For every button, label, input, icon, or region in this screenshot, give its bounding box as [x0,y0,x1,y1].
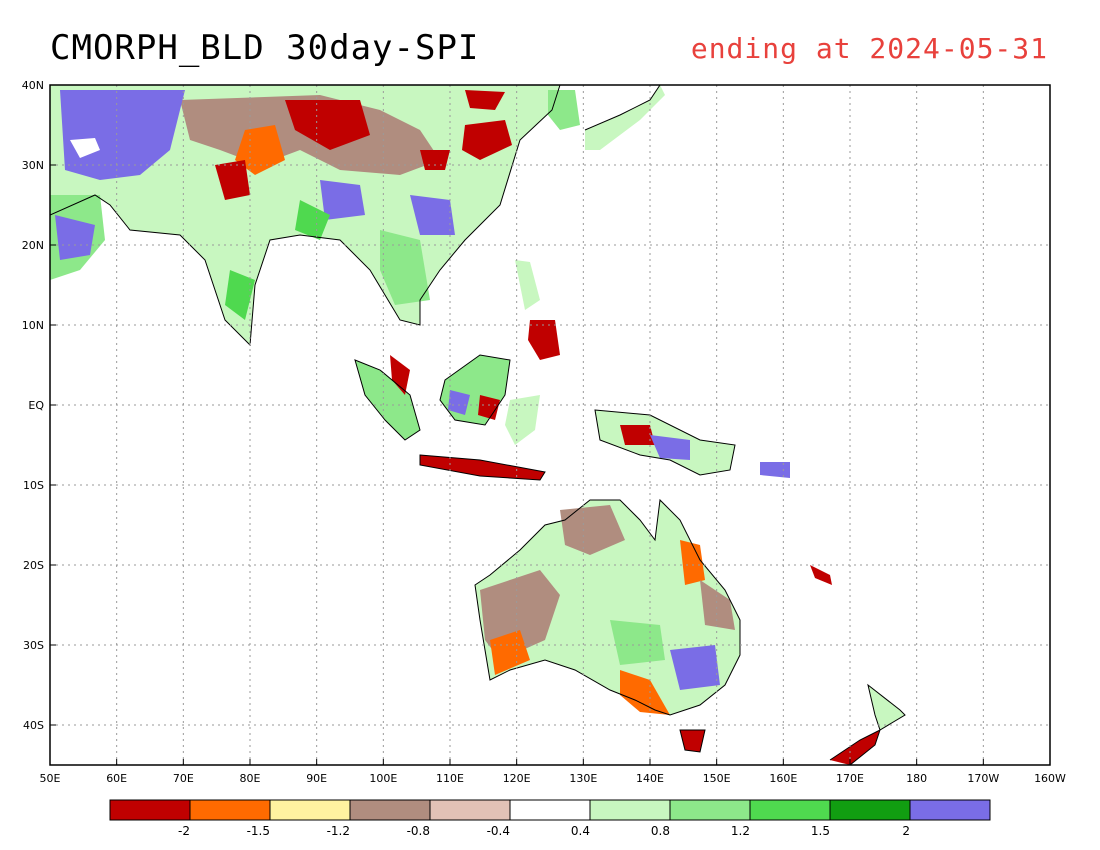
colorbar-swatch [269,799,351,821]
colorbar-label: -1.2 [327,824,350,838]
map-title: CMORPH_BLD 30day-SPI [50,28,480,68]
colorbar-label: 0.4 [571,824,590,838]
lat-tick-label: 30S [23,639,44,652]
lat-tick-label: EQ [28,399,44,412]
gridlines [50,85,1050,765]
colorbar-swatch [429,799,511,821]
colorbar-swatch [829,799,911,821]
lon-tick-label: 60E [106,772,127,785]
lon-tick-label: 110E [436,772,464,785]
lat-tick-label: 10S [23,479,44,492]
lon-tick-label: 160W [1034,772,1066,785]
lon-tick-label: 140E [636,772,664,785]
colorbar-label: 0.8 [651,824,670,838]
colorbar-swatch [109,799,191,821]
japan-region [548,85,665,150]
spi-shading-layer [50,85,905,765]
colorbar-label: -0.8 [407,824,430,838]
lon-tick-label: 70E [173,772,194,785]
map-subtitle-date: ending at 2024-05-31 [690,32,1048,65]
latitude-labels: 40N 30N 20N 10N EQ 10S 20S 30S 40S [22,79,56,732]
lon-tick-label: 120E [503,772,531,785]
colorbar-swatch [669,799,751,821]
lon-tick-label: 100E [369,772,397,785]
colorbar-label: -0.4 [487,824,510,838]
lat-tick-label: 40S [23,719,44,732]
australia-region [475,500,740,752]
lon-tick-label: 80E [240,772,261,785]
colorbar-swatch [349,799,431,821]
colorbar-label: -1.5 [247,824,270,838]
lon-tick-label: 90E [306,772,327,785]
colorbar-swatch [749,799,831,821]
lon-tick-label: 170W [967,772,999,785]
map-frame [49,84,1051,766]
lat-tick-label: 40N [22,79,44,92]
colorbar-swatch [189,799,271,821]
lat-tick-label: 20S [23,559,44,572]
longitude-labels: 50E 60E 70E 80E 90E 100E 110E 120E 130E 140E 150E 1… [40,759,1066,785]
colorbar-label: 1.5 [811,824,830,838]
lon-tick-label: 170E [836,772,864,785]
colorbar-swatch [909,799,991,821]
lat-tick-label: 20N [22,239,44,252]
lon-tick-label: 150E [703,772,731,785]
lat-tick-label: 30N [22,159,44,172]
lat-tick-label: 10N [22,319,44,332]
lon-tick-label: 180 [906,772,927,785]
new-zealand-region [810,565,905,765]
asia-region [50,85,560,345]
indonesia-region [355,260,790,480]
colorbar-swatch [509,799,591,821]
coastlines [50,85,906,765]
lon-tick-label: 160E [769,772,797,785]
colorbar-label: -2 [178,824,190,838]
colorbar-label: 1.2 [731,824,750,838]
colorbar-label: 2 [902,824,910,838]
colorbar: -2 -1.5 -1.2 -0.8 -0.4 0.4 0.8 1.2 1.5 2 [109,799,991,838]
lon-tick-label: 130E [569,772,597,785]
colorbar-swatch [589,799,671,821]
lon-tick-label: 50E [40,772,61,785]
